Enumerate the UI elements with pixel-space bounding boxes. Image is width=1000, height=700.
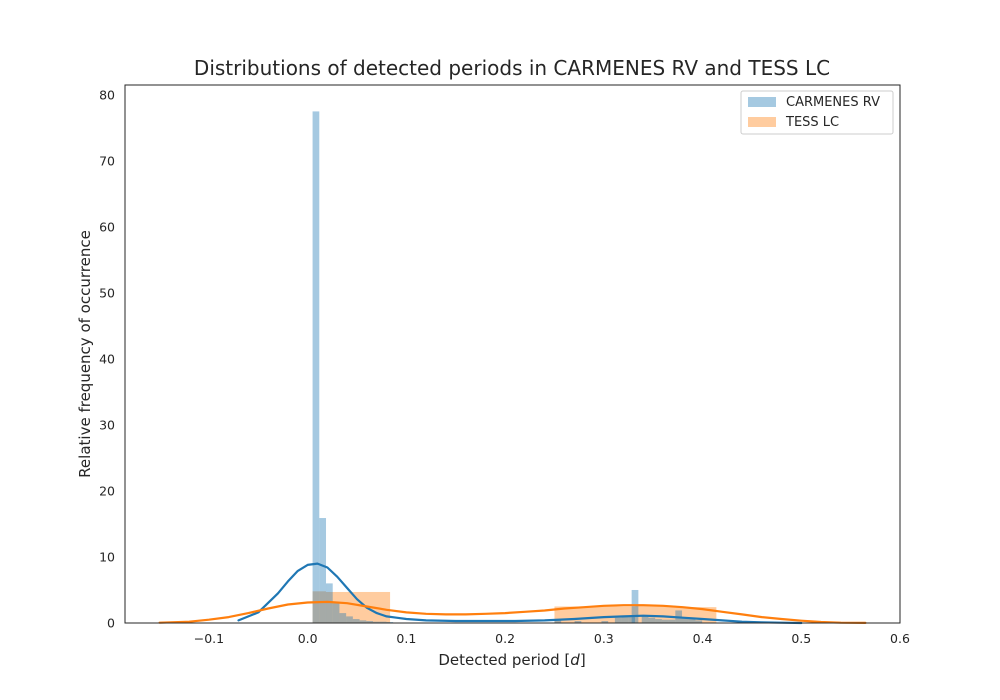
carmenes-bars — [312, 111, 703, 623]
axes-frame — [124, 84, 901, 624]
x-tick-label-1: 0.0 — [298, 631, 318, 646]
carmenes-bar-21 — [655, 619, 662, 623]
kde-lines — [158, 562, 867, 625]
plot-area — [158, 111, 867, 625]
x-tick-label-7: 0.6 — [890, 631, 910, 646]
tess-bar-3 — [635, 605, 676, 623]
x-tick-label-3: 0.2 — [495, 631, 515, 646]
tess-kde-line — [158, 600, 867, 625]
carmenes-bar-6 — [352, 619, 360, 623]
carmenes-bar-23 — [668, 619, 676, 623]
x-axis-label-text: Detected period [ — [438, 651, 570, 669]
y-tick-label-7: 70 — [99, 153, 115, 168]
carmenes-bar-13 — [574, 621, 582, 623]
x-axis-label: Detected period [d] — [438, 651, 585, 669]
y-axis-label: Relative frequency of occurrence — [76, 230, 94, 478]
carmenes-bar-22 — [661, 619, 669, 623]
carmenes-bar-20 — [648, 617, 656, 623]
x-tick-label-2: 0.1 — [396, 631, 416, 646]
legend-swatch-carmenes — [748, 97, 776, 107]
y-axis-ticks: 0 10 20 30 40 50 60 70 80 — [99, 87, 115, 630]
carmenes-bar-4 — [339, 613, 347, 623]
carmenes-bar-0 — [312, 111, 320, 623]
x-axis-ticks: −0.1 0.0 0.1 0.2 0.3 0.4 0.5 0.6 — [194, 631, 910, 646]
x-tick-label-0: −0.1 — [194, 631, 224, 646]
carmenes-bar-8 — [366, 621, 373, 623]
carmenes-bar-18 — [631, 589, 639, 623]
y-tick-label-2: 20 — [99, 483, 115, 498]
y-tick-label-8: 80 — [99, 87, 115, 102]
carmenes-bar-9 — [373, 621, 380, 623]
carmenes-bar-12 — [554, 620, 562, 623]
legend-label-carmenes: CARMENES RV — [786, 95, 880, 110]
x-tick-label-5: 0.4 — [693, 631, 713, 646]
carmenes-bar-10 — [379, 621, 387, 623]
carmenes-bar-27 — [695, 620, 703, 623]
carmenes-bar-3 — [332, 603, 340, 623]
tess-bar-0 — [312, 591, 326, 623]
x-axis-label-var: d — [570, 651, 580, 669]
x-tick-label-6: 0.5 — [791, 631, 811, 646]
carmenes-bar-14 — [601, 621, 609, 623]
legend-swatch-tess — [748, 117, 776, 127]
legend: CARMENES RV TESS LC — [740, 90, 894, 135]
carmenes-bar-17 — [628, 616, 636, 623]
carmenes-bar-5 — [346, 616, 353, 623]
y-tick-label-4: 40 — [99, 351, 115, 366]
y-tick-label-5: 50 — [99, 285, 115, 300]
chart-title: Distributions of detected periods in CAR… — [194, 56, 830, 80]
carmenes-bar-1 — [319, 518, 327, 623]
carmenes-bar-25 — [682, 618, 689, 623]
y-tick-label-0: 0 — [107, 616, 115, 631]
legend-label-tess: TESS LC — [785, 115, 839, 130]
x-axis-label-end: ] — [580, 651, 586, 669]
carmenes-kde-line — [237, 562, 803, 625]
carmenes-bar-7 — [359, 620, 367, 623]
x-tick-label-4: 0.3 — [594, 631, 614, 646]
carmenes-bar-19 — [641, 616, 649, 623]
carmenes-bar-2 — [326, 583, 333, 623]
carmenes-bar-16 — [621, 616, 629, 623]
carmenes-bar-26 — [688, 619, 696, 623]
y-tick-label-6: 60 — [99, 219, 115, 234]
carmenes-bar-15 — [614, 617, 622, 623]
y-tick-label-1: 10 — [99, 549, 115, 564]
legend-box — [740, 90, 894, 135]
y-tick-label-3: 30 — [99, 417, 115, 432]
